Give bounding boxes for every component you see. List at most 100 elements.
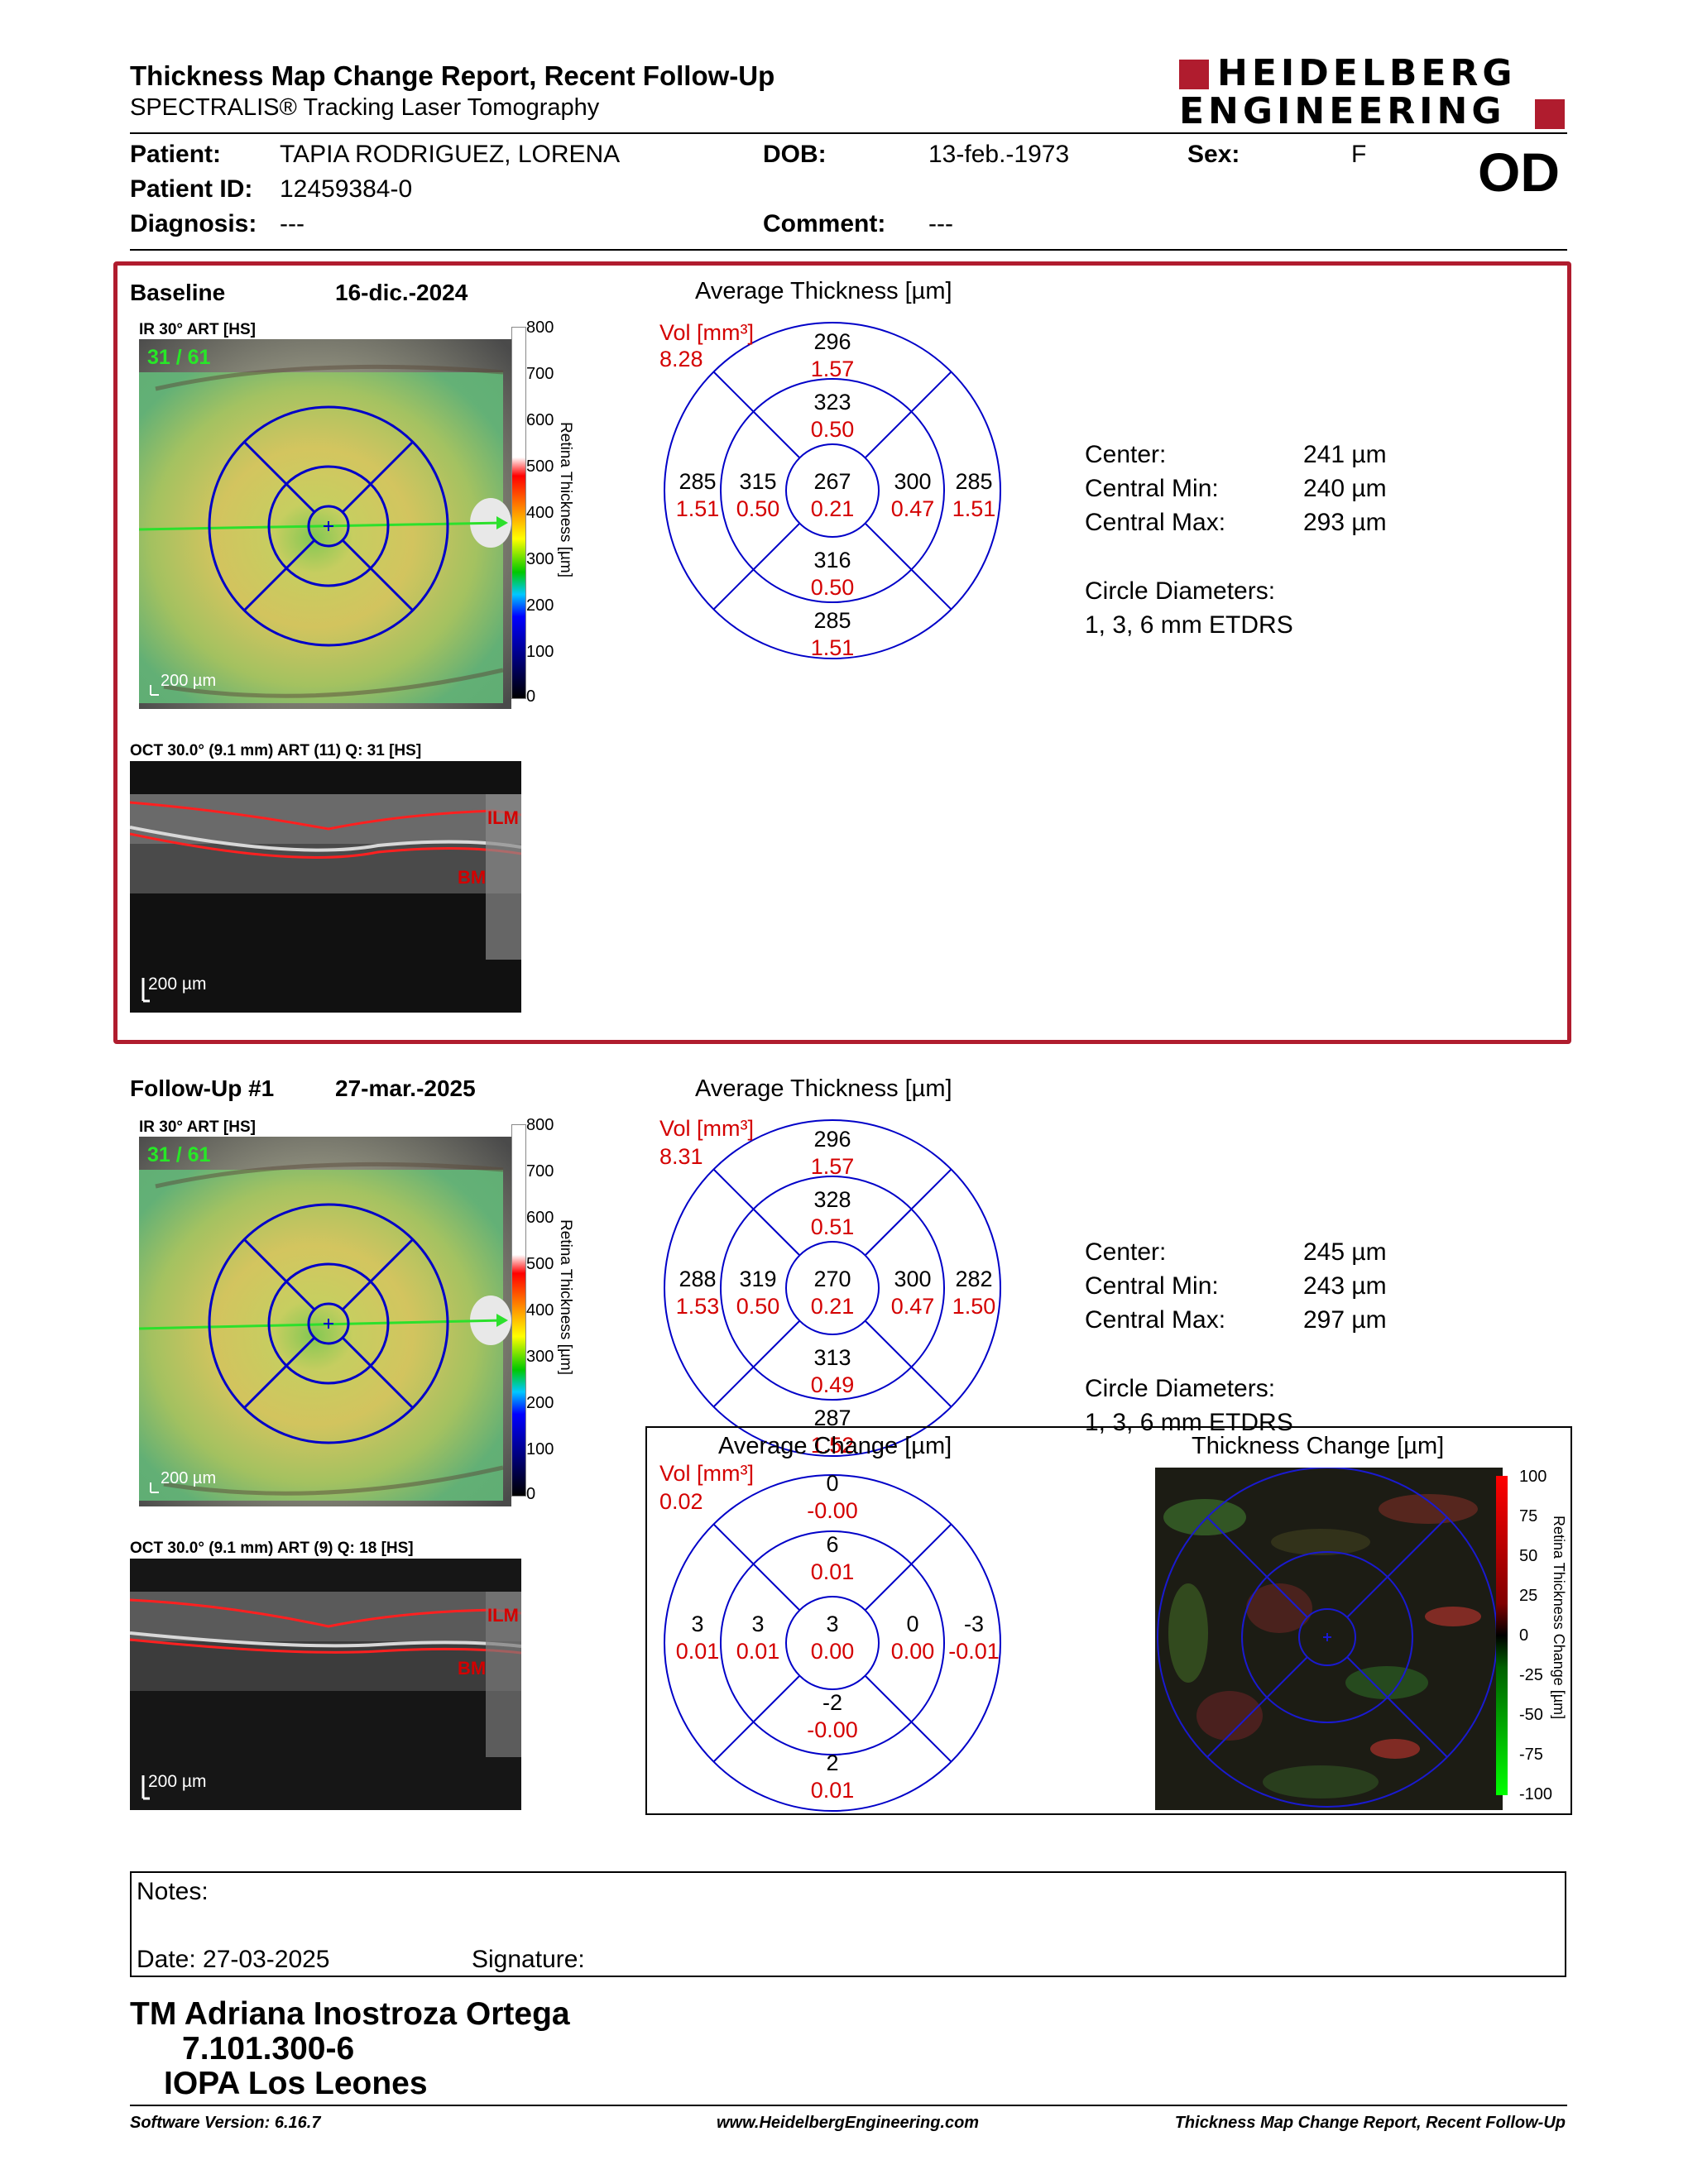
central-max-label: Central Max: xyxy=(1085,509,1226,536)
grid-volume: 1.52 xyxy=(810,1433,855,1458)
baseline-fundus-image: 31 / 61 200 µm xyxy=(138,339,511,709)
grid-volume: 0.00 xyxy=(890,1639,935,1664)
grid-value: 2 xyxy=(826,1751,839,1775)
diagnosis-label: Diagnosis: xyxy=(130,210,257,237)
cb-tick: 100 xyxy=(526,1440,554,1458)
followup-oct-scale: 200 µm xyxy=(148,1772,207,1791)
cb-tick: 400 xyxy=(526,1301,554,1320)
baseline-oct-label: OCT 30.0° (9.1 mm) ART (11) Q: 31 [HS] xyxy=(130,742,422,759)
central-min-value: 240 µm xyxy=(1303,475,1387,502)
change-colorbar xyxy=(1496,1476,1508,1795)
comment-value: --- xyxy=(928,210,953,237)
patient-id-value: 12459384-0 xyxy=(280,175,413,203)
header-divider xyxy=(130,132,1567,134)
sex-label: Sex: xyxy=(1187,141,1240,168)
patient-id-label: Patient ID: xyxy=(130,175,253,203)
grid-volume: 0.51 xyxy=(810,1214,855,1239)
grid-value: 285 xyxy=(679,469,717,494)
center-label: Center: xyxy=(1085,1238,1167,1266)
grid-volume: 0.50 xyxy=(736,496,780,521)
grid-value: 323 xyxy=(813,390,851,414)
grid-volume: 0.21 xyxy=(810,496,855,521)
followup-ilm-label: ILM xyxy=(487,1605,519,1626)
cb-tick: 0 xyxy=(526,687,536,706)
grid-volume: 1.50 xyxy=(952,1294,996,1319)
central-max-value: 293 µm xyxy=(1303,509,1387,536)
followup-oct-scan: ILM BM 200 µm xyxy=(129,1559,522,1810)
change-map-title: Thickness Change [µm] xyxy=(1192,1433,1445,1459)
cb-tick: 0 xyxy=(1519,1626,1529,1645)
followup-date: 27-mar.-2025 xyxy=(335,1075,476,1101)
grid-volume: 0.47 xyxy=(890,496,935,521)
baseline-ilm-label: ILM xyxy=(487,807,519,828)
cb-tick: 600 xyxy=(526,1209,554,1227)
grid-value: 300 xyxy=(894,469,932,494)
grid-volume: 0.21 xyxy=(810,1294,855,1319)
grid-volume: 0.50 xyxy=(736,1294,780,1319)
followup-colorbar-title: Retina Thickness [µm] xyxy=(557,1219,574,1375)
cb-tick: -100 xyxy=(1519,1785,1553,1803)
circle-diameters-label: Circle Diameters: xyxy=(1085,577,1276,605)
grid-volume: 0.50 xyxy=(810,417,855,442)
cb-tick: 100 xyxy=(526,643,554,661)
sex-value: F xyxy=(1351,141,1367,168)
grid-value: 300 xyxy=(894,1267,932,1291)
technician-name: TM Adriana Inostroza Ortega xyxy=(130,1996,570,2032)
center-value: 241 µm xyxy=(1303,441,1387,468)
followup-scale-label: 200 µm xyxy=(161,1469,217,1487)
cb-tick: -50 xyxy=(1519,1706,1543,1724)
grid-volume: 1.51 xyxy=(810,635,855,660)
technician-id: 7.101.300-6 xyxy=(182,2031,355,2067)
grid-value: 3 xyxy=(826,1612,839,1636)
circle-diameters-value: 1, 3, 6 mm ETDRS xyxy=(1085,1409,1293,1436)
baseline-ir-label: IR 30° ART [HS] xyxy=(139,321,256,338)
grid-value: 0 xyxy=(826,1471,839,1496)
cb-tick: 300 xyxy=(526,550,554,568)
grid-volume: -0.00 xyxy=(807,1717,858,1742)
cb-tick: 0 xyxy=(526,1485,536,1503)
baseline-grid-title: Average Thickness [µm] xyxy=(695,278,952,304)
dob-label: DOB: xyxy=(763,141,827,168)
cb-tick: 25 xyxy=(1519,1587,1538,1605)
cb-tick: 200 xyxy=(526,1394,554,1412)
grid-value: 313 xyxy=(813,1345,851,1370)
grid-value: 6 xyxy=(826,1532,839,1557)
followup-vol-value: 8.31 xyxy=(659,1144,703,1169)
baseline-vol-label: Vol [mm³] xyxy=(659,320,755,345)
signature-label: Signature: xyxy=(472,1946,585,1973)
grid-volume: 1.57 xyxy=(810,1154,855,1179)
website-link[interactable]: www.HeidelbergEngineering.com xyxy=(717,2114,980,2132)
software-version: Software Version: 6.16.7 xyxy=(130,2114,321,2132)
center-value: 245 µm xyxy=(1303,1238,1387,1266)
grid-volume: 0.01 xyxy=(675,1639,720,1664)
baseline-date: 16-dic.-2024 xyxy=(335,280,468,305)
cb-tick: 800 xyxy=(526,1116,554,1134)
change-panel xyxy=(645,1426,1572,1815)
baseline-bm-label: BM xyxy=(458,867,487,888)
baseline-colorbar-title: Retina Thickness [µm] xyxy=(557,422,574,577)
cb-tick: 75 xyxy=(1519,1507,1538,1525)
grid-volume: 0.50 xyxy=(810,575,855,600)
followup-vol-label: Vol [mm³] xyxy=(659,1116,755,1141)
grid-volume: 0.00 xyxy=(810,1639,855,1664)
grid-value: 285 xyxy=(955,469,993,494)
logo-text-line1: HEIDELBERG xyxy=(1217,52,1517,94)
followup-label: Follow-Up #1 xyxy=(130,1075,275,1101)
cb-tick: 600 xyxy=(526,411,554,429)
patient-name: TAPIA RODRIGUEZ, LORENA xyxy=(280,141,621,168)
circle-diameters-value: 1, 3, 6 mm ETDRS xyxy=(1085,611,1293,639)
followup-frame-counter: 31 / 61 xyxy=(147,1143,211,1166)
diagnosis-value: --- xyxy=(280,210,305,237)
grid-volume: 0.01 xyxy=(810,1559,855,1584)
dob-value: 13-feb.-1973 xyxy=(928,141,1070,168)
notes-box xyxy=(130,1871,1566,1977)
cb-tick: 700 xyxy=(526,365,554,383)
grid-volume: -0.00 xyxy=(807,1498,858,1523)
cb-tick: 800 xyxy=(526,318,554,337)
cb-tick: 300 xyxy=(526,1348,554,1366)
cb-tick: 200 xyxy=(526,596,554,615)
grid-volume: 1.51 xyxy=(952,496,996,521)
cb-tick: 100 xyxy=(1519,1468,1547,1486)
grid-value: 328 xyxy=(813,1187,851,1212)
change-etdrs-grid xyxy=(658,1468,1007,1818)
